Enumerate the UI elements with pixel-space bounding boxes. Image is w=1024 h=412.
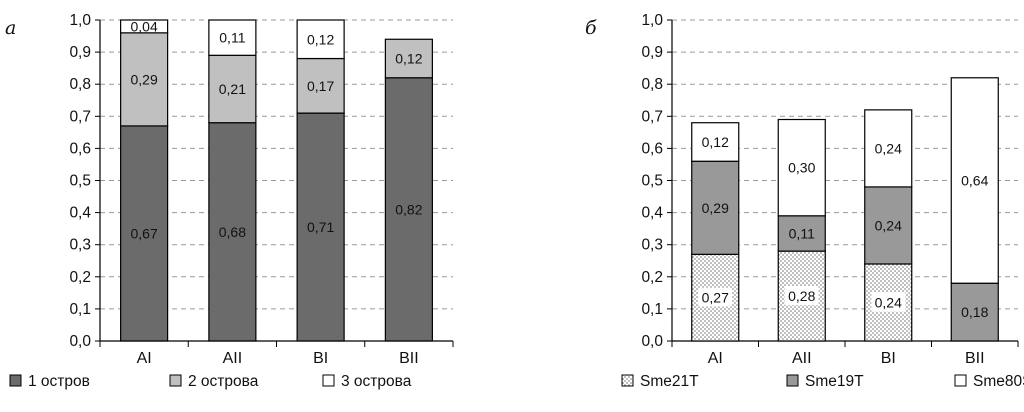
legend-swatch [169,374,182,387]
data-label-bg [871,292,906,312]
data-label-bg [698,287,733,307]
x-tick-label: BI [313,350,328,367]
data-label: 0,11 [219,30,245,46]
legend-swatch [322,374,335,387]
legend-label: 2 острова [188,373,259,390]
y-tick-label: 0,3 [641,237,663,254]
data-label: 0,27 [702,290,729,306]
y-tick-label: 0,3 [69,237,91,254]
y-tick-label: 1,0 [641,12,663,29]
y-tick-label: 0,0 [641,333,663,350]
bar-segment [208,54,257,124]
data-label: 0,17 [307,78,334,94]
y-tick-label: 0,4 [641,205,663,222]
chart-b: б 0,0 0,1 0,2 0,3 0,4 0,5 0,6 0,7 0,8 0,9 1,0 0,27 0,… [585,12,1024,390]
data-label: 0,29 [702,200,729,216]
data-label: 0,68 [219,224,246,240]
data-label: 0,04 [131,18,158,34]
y-tick-label: 0,2 [69,269,91,286]
bar-segment [777,118,826,217]
x-tick-label: AI [708,350,723,367]
data-label: 0,24 [875,294,902,310]
y-tick-label: 0,1 [641,301,663,318]
data-label: 0,11 [789,225,815,241]
legend-swatch [954,374,967,387]
x-tick-label: BI [881,350,896,367]
data-label: 0,24 [875,140,902,156]
y-tick-label: 0,5 [641,173,663,190]
bar-segment [384,77,433,342]
bar-segment [296,112,345,342]
bar-segment [777,215,826,252]
data-label-bg [784,286,819,306]
bar-segment [691,122,740,162]
y-tick-label: 0,6 [641,140,663,157]
legend-label: Sme21T [640,373,699,390]
bar-segment [950,77,999,284]
x-tick-label: BII [399,350,419,367]
y-tick-label: 0,1 [69,301,91,318]
data-label: 0,21 [219,81,246,97]
data-label: 0,12 [395,51,422,67]
y-tick-label: 0,2 [641,269,663,286]
y-tick-label: 0,7 [641,108,663,125]
data-label: 0,71 [307,219,334,235]
bar-segment [691,160,740,255]
y-tick-label: 0,8 [641,76,663,93]
legend-label: 3 острова [341,373,412,390]
legend-swatch [621,374,634,387]
x-tick-label: AII [792,350,812,367]
y-tick-label: 0,5 [69,173,91,190]
panel-letter: б [585,17,597,39]
y-tick-label: 0,0 [69,333,91,350]
y-tick-label: 0,9 [641,44,663,61]
data-label: 0,29 [131,71,158,87]
bar-segment [296,57,345,114]
legend-label: Sme80S [973,373,1024,390]
x-tick-label: BII [965,350,985,367]
bar-segment [864,186,913,265]
bar-segment [120,125,169,342]
data-label: 0,82 [395,201,422,217]
data-label: 0,12 [307,31,334,47]
bar-segment [208,19,257,56]
chart-a: а 0,0 0,1 0,2 0,3 0,4 0,5 0,6 0,7 0,8 0,9 1,0 0,67 0,… [5,12,454,390]
data-label: 0,24 [875,217,902,233]
data-label: 0,28 [788,288,815,304]
y-tick-label: 0,7 [69,108,91,125]
data-label: 0,18 [961,304,988,320]
y-tick-label: 0,4 [69,205,91,222]
data-label: 0,12 [702,134,729,150]
bar-segment [864,109,913,188]
legend-swatch [9,374,22,387]
y-tick-label: 0,6 [69,140,91,157]
bar-segment [384,38,433,79]
y-tick-label: 0,9 [69,44,91,61]
panel-letter: а [5,17,16,39]
data-label: 0,67 [131,225,158,241]
x-tick-label: AI [137,350,152,367]
bar-segment [208,122,257,342]
legend-swatch [786,374,799,387]
legend-label: Sme19T [805,373,864,390]
bar-segment [296,19,345,60]
x-tick-label: AII [223,350,243,367]
bar-segment [120,32,169,127]
bar-segment [120,19,169,34]
data-label: 0,64 [961,173,988,189]
y-tick-label: 1,0 [69,12,91,29]
legend-label: 1 остров [28,373,90,390]
y-tick-label: 0,8 [69,76,91,93]
data-label: 0,30 [788,160,815,176]
